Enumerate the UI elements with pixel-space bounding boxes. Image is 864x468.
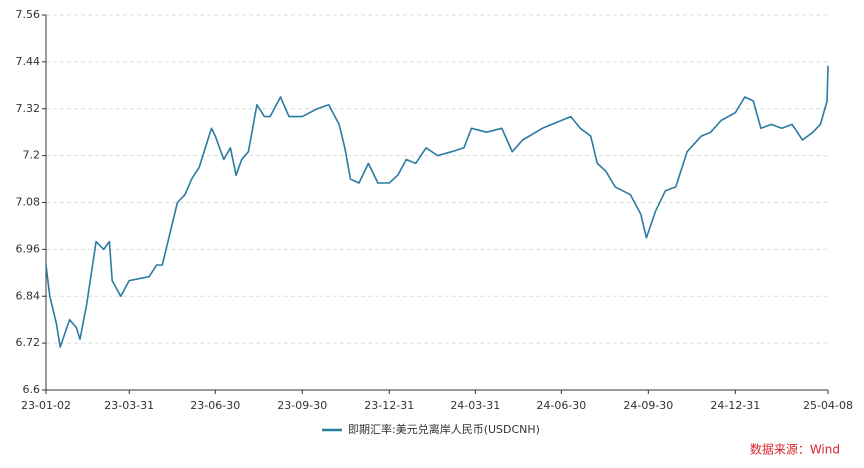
y-tick-label: 7.56 bbox=[16, 8, 41, 21]
x-tick-label: 24-12-31 bbox=[710, 399, 760, 412]
y-tick-label: 6.96 bbox=[16, 242, 41, 255]
y-tick-label: 7.32 bbox=[16, 102, 41, 115]
y-tick-label: 6.84 bbox=[16, 289, 41, 302]
y-tick-label: 6.72 bbox=[16, 336, 41, 349]
y-tick-label: 7.2 bbox=[23, 149, 41, 162]
series-line bbox=[45, 65, 829, 348]
x-tick-label: 24-09-30 bbox=[623, 399, 673, 412]
legend-label: 即期汇率:美元兑离岸人民币(USDCNH) bbox=[348, 422, 540, 436]
x-tick-label: 23-01-02 bbox=[21, 399, 71, 412]
x-tick-label: 23-09-30 bbox=[277, 399, 327, 412]
y-tick-label: 7.08 bbox=[16, 196, 41, 209]
x-tick-label: 23-06-30 bbox=[190, 399, 240, 412]
x-tick-label: 23-03-31 bbox=[104, 399, 154, 412]
y-tick-label: 7.44 bbox=[16, 55, 41, 68]
x-tick-label: 24-03-31 bbox=[450, 399, 500, 412]
y-tick-label: 6.6 bbox=[23, 383, 41, 396]
x-tick-label: 23-12-31 bbox=[364, 399, 414, 412]
x-tick-label: 25-04-08 bbox=[803, 399, 853, 412]
x-tick-label: 24-06-30 bbox=[536, 399, 586, 412]
source-note: 数据来源：Wind bbox=[750, 442, 840, 457]
